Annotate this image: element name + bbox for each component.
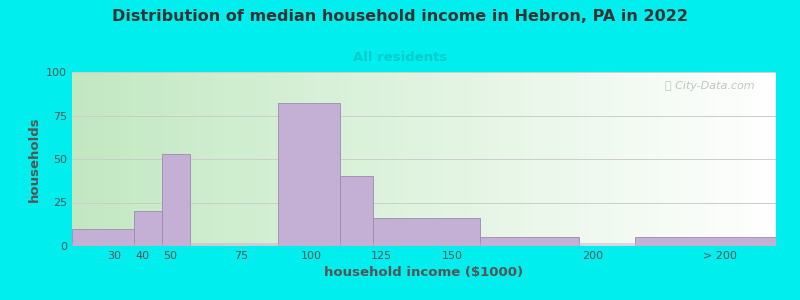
Bar	[339, 176, 374, 246]
Text: Ⓣ City-Data.com: Ⓣ City-Data.com	[666, 81, 755, 91]
Bar	[134, 211, 162, 246]
Bar	[635, 237, 776, 246]
Bar	[374, 218, 480, 246]
Bar	[72, 229, 134, 246]
Text: All residents: All residents	[353, 51, 447, 64]
X-axis label: household income ($1000): household income ($1000)	[325, 266, 523, 279]
Y-axis label: households: households	[27, 116, 41, 202]
Text: Distribution of median household income in Hebron, PA in 2022: Distribution of median household income …	[112, 9, 688, 24]
Bar	[162, 154, 190, 246]
Bar	[72, 243, 776, 246]
Bar	[480, 237, 579, 246]
Bar	[278, 103, 339, 246]
